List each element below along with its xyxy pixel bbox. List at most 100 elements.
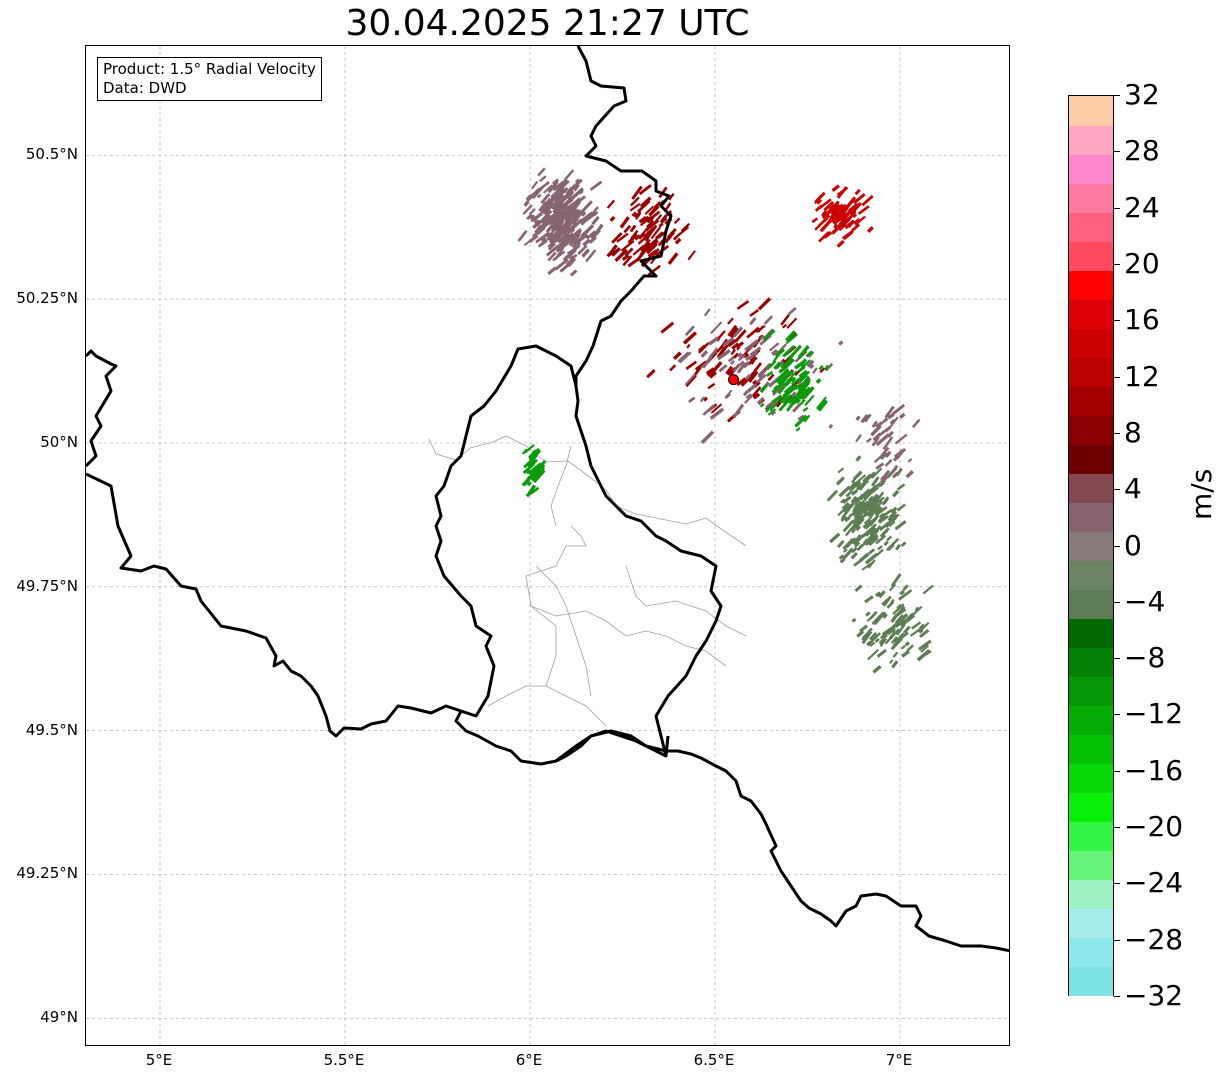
radar-echo [862,519,873,530]
radar-echo [539,175,547,183]
radar-echo [874,637,880,643]
data-source-label: Data: DWD [103,79,187,97]
radar-echo [794,360,805,370]
radar-echo [581,248,591,258]
radar-echo [898,589,913,601]
radar-echo [875,462,885,470]
radar-echo [882,508,893,517]
border-belgium-france [86,472,462,738]
radar-echo [855,415,861,421]
radar-echo [631,211,638,217]
radar-echo [799,398,806,406]
colorbar-segment [1069,647,1113,677]
radar-echo [527,484,537,494]
radar-echo [768,342,780,352]
colorbar-tick-label: 20 [1124,246,1160,280]
radar-echo [852,192,866,205]
border-luxembourg [434,344,723,766]
radar-echo [899,589,906,596]
colorbar-tick-label: 28 [1124,134,1160,168]
radar-echo [840,210,852,223]
radar-echo [606,199,616,209]
radar-echo [893,615,905,628]
radar-echo [854,584,863,593]
radar-echo [627,257,640,268]
radar-echo [886,535,893,542]
radar-echo [547,242,556,251]
radar-echo [837,204,850,218]
radar-echo [633,210,642,218]
radar-echo [777,385,786,395]
radar-echo [546,205,553,212]
radar-echo [881,597,890,606]
radar-echo [556,203,565,211]
radar-echo [537,167,546,177]
radar-echo [638,229,647,240]
radar-echo [801,370,811,380]
radar-echo [829,532,841,544]
radar-echo [759,402,765,408]
radar-echo [871,496,880,505]
radar-echo [567,257,577,268]
radar-echo [861,194,874,207]
radar-echo [560,210,569,219]
product-label: Product: 1.5° Radial Velocity [103,60,316,78]
radar-echo [847,210,857,222]
radar-echo [763,315,774,325]
radar-echo [846,502,855,512]
radar-echo [688,396,696,403]
radar-echo [787,352,795,359]
radar-echo [831,184,841,193]
radar-echo [757,297,772,311]
radar-echo [816,199,823,205]
radar-echo [667,252,679,265]
radar-echo [547,233,554,240]
radar-echo [523,443,535,454]
radar-echo [887,543,895,552]
radar-echo [732,352,740,359]
radar-echo [828,203,837,212]
radar-echo [782,387,794,399]
radar-echo [792,397,800,406]
radar-echo [856,543,864,551]
radar-echo [777,373,790,385]
radar-echo [629,196,640,207]
radar-echo [650,226,662,240]
radar-echo [742,390,749,397]
radar-echo [751,386,762,397]
radar-echo [847,489,853,497]
radar-echo [523,195,533,206]
radar-echo [558,224,564,231]
radar-echo [729,327,740,339]
radar-echo [629,203,641,212]
colorbar-tick-label: 16 [1124,303,1160,337]
radar-echo [737,352,743,359]
radar-echo [526,480,532,487]
colorbar-segment [1069,966,1113,996]
radar-echo [715,345,725,354]
colorbar-segment [1069,270,1113,300]
radar-echo [838,554,845,560]
radar-echo [891,489,900,498]
radar-echo [850,547,858,554]
radar-echo [569,237,575,244]
map-panel[interactable] [85,45,1010,1046]
radar-echo [855,434,862,443]
latitude-tick-label: 50.5°N [25,145,78,164]
radar-echo [702,396,709,402]
radar-echo [529,214,536,221]
admin-boundary [530,605,727,667]
radar-echo [901,649,911,658]
radar-echo [894,520,907,531]
radar-echo [526,469,541,482]
radar-echo [678,351,692,364]
radar-echo [815,396,827,410]
radar-echo [825,209,832,216]
radar-echo [818,364,824,371]
radar-echo [771,350,777,355]
colorbar-segment [1069,531,1113,561]
radar-echo [646,219,655,228]
radar-echo [541,213,551,225]
colorbar-segment [1069,850,1113,880]
radar-echo [859,552,870,562]
